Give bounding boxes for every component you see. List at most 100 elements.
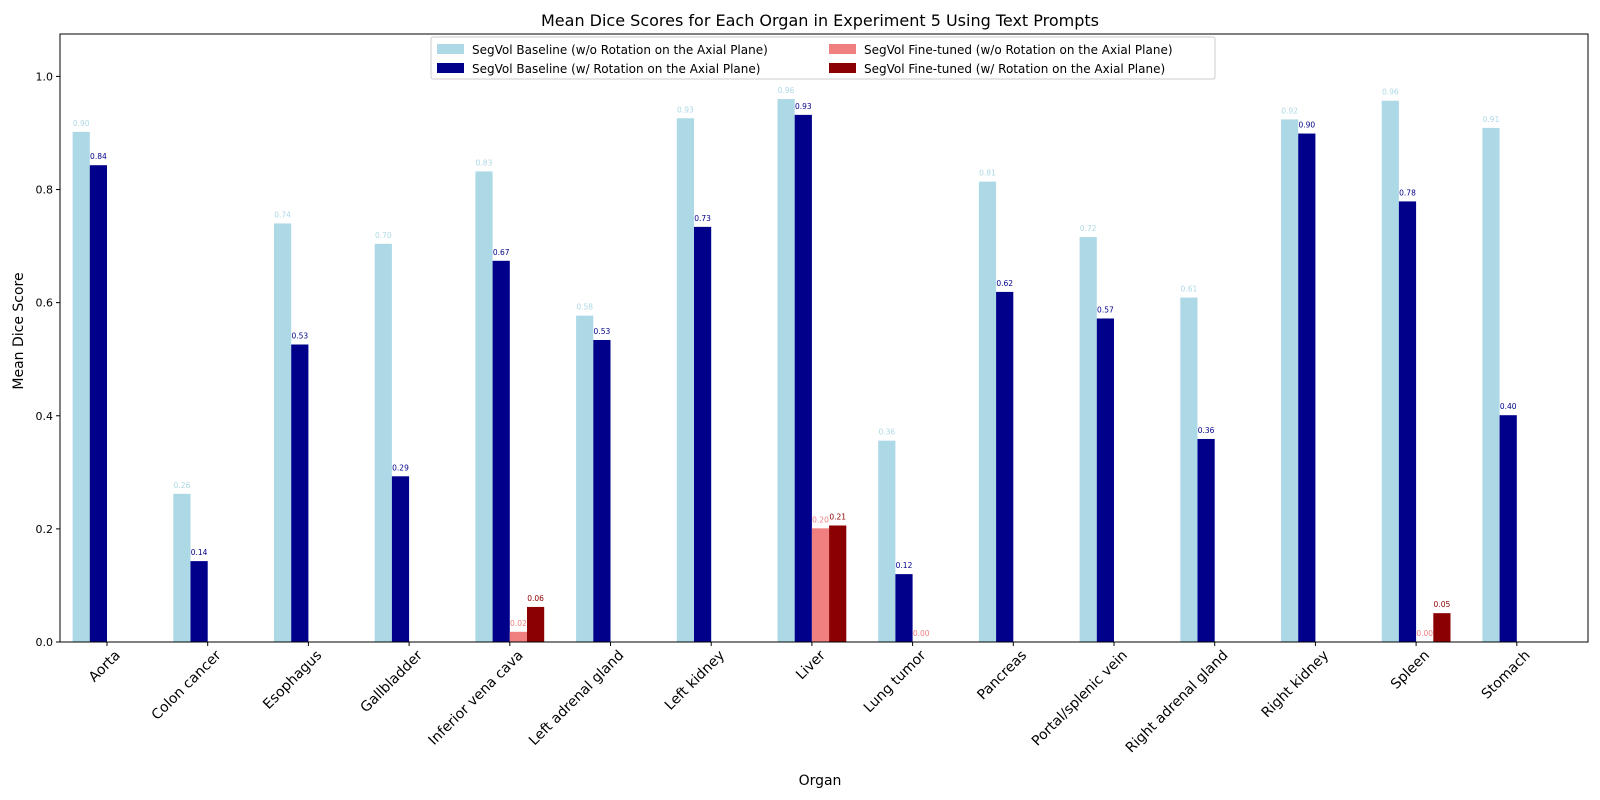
bar-liver-series-3 bbox=[811, 528, 830, 642]
value-label: 0.26 bbox=[174, 481, 191, 490]
legend-swatch bbox=[829, 44, 856, 54]
value-label: 0.73 bbox=[694, 214, 711, 223]
bars-layer bbox=[72, 99, 1517, 643]
bar-aorta-series-1 bbox=[72, 131, 90, 642]
value-label: 0.53 bbox=[291, 332, 308, 341]
y-tick-label: 0.0 bbox=[36, 636, 54, 649]
value-label: 0.62 bbox=[996, 279, 1013, 288]
value-label: 0.14 bbox=[191, 548, 208, 557]
x-tick-label: Esophagus bbox=[260, 648, 325, 713]
legend-entry-label: SegVol Fine-tuned (w/ Rotation on the Ax… bbox=[864, 62, 1165, 76]
value-label: 0.70 bbox=[375, 231, 392, 240]
value-label: 0.92 bbox=[1281, 106, 1298, 115]
value-label: 0.36 bbox=[878, 428, 895, 437]
value-label: 0.20 bbox=[812, 515, 829, 524]
plot-frame bbox=[59, 33, 1589, 643]
legend-entry-label: SegVol Baseline (w/o Rotation on the Axi… bbox=[472, 43, 768, 57]
x-tick-label: Liver bbox=[793, 647, 829, 683]
bar-spleen-series-1 bbox=[1381, 100, 1399, 643]
bar-inferior-vena-cava-series-1 bbox=[475, 171, 493, 642]
y-tick-label: 0.8 bbox=[36, 184, 54, 197]
value-label: 0.72 bbox=[1080, 224, 1097, 233]
x-tick-label: Left adrenal gland bbox=[526, 648, 627, 749]
value-labels-layer: 0.900.260.740.700.830.580.930.960.360.81… bbox=[73, 86, 1517, 638]
bar-gallbladder-series-1 bbox=[374, 243, 392, 643]
x-tick-label: Spleen bbox=[1388, 648, 1433, 693]
value-label: 0.58 bbox=[576, 303, 593, 312]
value-label: 0.06 bbox=[527, 594, 544, 603]
bar-right-adrenal-gland-series-1 bbox=[1180, 297, 1198, 642]
y-tick-label: 0.4 bbox=[36, 410, 54, 423]
bar-portal-splenic-vein-series-1 bbox=[1079, 237, 1097, 643]
bar-esophagus-series-2 bbox=[291, 344, 309, 642]
x-tick-label: Pancreas bbox=[974, 648, 1030, 704]
bar-spleen-series-4 bbox=[1433, 613, 1451, 642]
bar-stomach-series-2 bbox=[1499, 415, 1517, 642]
bar-stomach-series-1 bbox=[1482, 127, 1500, 642]
value-label: 0.12 bbox=[896, 561, 913, 570]
x-tick-label: Colon cancer bbox=[149, 647, 225, 723]
x-tick-label: Left kidney bbox=[662, 648, 728, 714]
x-tick-label: Inferior vena cava bbox=[426, 648, 527, 749]
bar-inferior-vena-cava-series-2 bbox=[492, 260, 510, 642]
bar-gallbladder-series-2 bbox=[391, 476, 410, 642]
x-tick-label: Aorta bbox=[86, 648, 124, 686]
bar-pancreas-series-2 bbox=[996, 291, 1014, 642]
value-label: 0.53 bbox=[594, 327, 611, 336]
bar-left-adrenal-gland-series-1 bbox=[576, 315, 594, 642]
value-label: 0.81 bbox=[979, 169, 996, 178]
value-label: 0.61 bbox=[1181, 285, 1198, 294]
x-tick-label: Lung tumor bbox=[861, 647, 930, 716]
bar-liver-series-4 bbox=[829, 525, 847, 642]
value-label: 0.40 bbox=[1500, 402, 1517, 411]
value-label: 0.78 bbox=[1399, 188, 1416, 197]
x-tick-label: Right adrenal gland bbox=[1123, 648, 1232, 757]
value-label: 0.67 bbox=[493, 248, 510, 257]
legend-swatch bbox=[829, 63, 856, 73]
bar-right-adrenal-gland-series-2 bbox=[1197, 438, 1215, 642]
bar-spleen-series-2 bbox=[1398, 201, 1417, 642]
value-label: 0.96 bbox=[778, 86, 795, 95]
legend-box bbox=[430, 36, 1216, 80]
value-label: 0.93 bbox=[677, 105, 694, 114]
bar-left-adrenal-gland-series-2 bbox=[593, 339, 611, 642]
value-label: 0.00 bbox=[913, 629, 930, 638]
bar-right-kidney-series-1 bbox=[1281, 119, 1299, 643]
legend-swatch bbox=[437, 63, 464, 73]
y-tick-label: 1.0 bbox=[36, 70, 54, 83]
value-label: 0.05 bbox=[1434, 600, 1451, 609]
value-label: 0.02 bbox=[510, 619, 527, 628]
bar-esophagus-series-1 bbox=[274, 223, 292, 642]
x-axis-label: Organ bbox=[799, 773, 842, 789]
x-tick-label: Gallbladder bbox=[358, 647, 427, 716]
bar-left-kidney-series-2 bbox=[694, 226, 712, 642]
bar-lung-tumor-series-2 bbox=[895, 574, 913, 642]
legend-entry-label: SegVol Fine-tuned (w/o Rotation on the A… bbox=[864, 43, 1173, 57]
bar-left-kidney-series-1 bbox=[676, 118, 694, 643]
bar-liver-series-2 bbox=[794, 114, 812, 642]
bar-colon-cancer-series-2 bbox=[190, 561, 208, 642]
value-label: 0.74 bbox=[274, 210, 291, 219]
value-label: 0.93 bbox=[795, 102, 812, 111]
bar-liver-series-1 bbox=[777, 99, 795, 642]
y-tick-label: 0.2 bbox=[36, 523, 54, 536]
value-label: 0.00 bbox=[1416, 629, 1433, 638]
value-label: 0.57 bbox=[1097, 305, 1114, 314]
bar-lung-tumor-series-1 bbox=[878, 440, 896, 642]
legend-entry-label: SegVol Baseline (w/ Rotation on the Axia… bbox=[472, 62, 760, 76]
bar-portal-splenic-vein-series-2 bbox=[1096, 318, 1114, 642]
bar-pancreas-series-1 bbox=[978, 181, 997, 642]
bar-aorta-series-2 bbox=[89, 165, 107, 642]
x-tick-label: Stomach bbox=[1479, 648, 1534, 703]
value-label: 0.96 bbox=[1382, 88, 1399, 97]
x-tick-label: Right kidney bbox=[1259, 648, 1333, 722]
legend: SegVol Baseline (w/o Rotation on the Axi… bbox=[430, 36, 1216, 80]
chart-title: Mean Dice Scores for Each Organ in Exper… bbox=[541, 11, 1099, 30]
value-label: 0.91 bbox=[1483, 115, 1500, 124]
value-label: 0.83 bbox=[476, 158, 493, 167]
bar-right-kidney-series-2 bbox=[1298, 133, 1316, 642]
y-tick-label: 0.6 bbox=[36, 297, 54, 310]
value-label: 0.21 bbox=[829, 512, 846, 521]
y-axis-label: Mean Dice Score bbox=[11, 272, 27, 389]
